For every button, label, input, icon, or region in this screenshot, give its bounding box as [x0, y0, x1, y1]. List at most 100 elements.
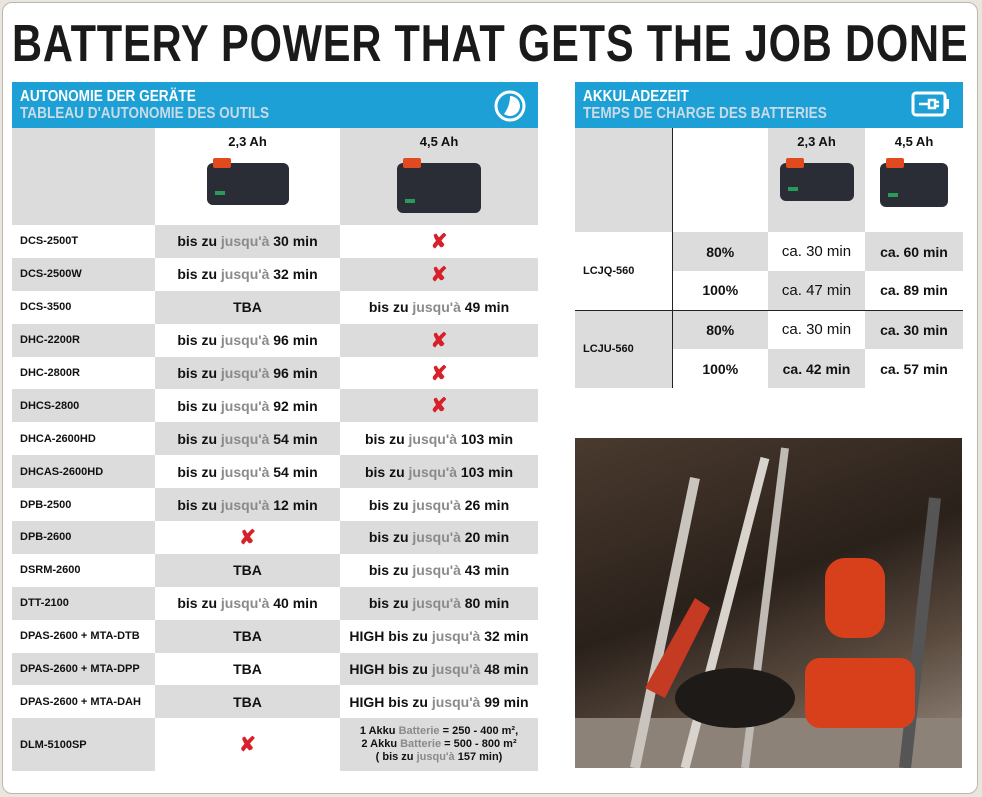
runtime-cell: bis zu jusqu'à 103 min: [340, 422, 538, 456]
autonomy-heading-fr: TABLEAU D'AUTONOMIE DES OUTILS: [20, 105, 270, 122]
table-row: DCS-2500W bis zu jusqu'à 32 min ✘: [12, 257, 538, 291]
battery-column-header: 2,3 Ah: [768, 128, 865, 232]
coverage-fr: Batterie: [398, 725, 440, 738]
table-row: DHCA-2600HD bis zu jusqu'à 54 min bis zu j…: [12, 422, 538, 456]
prefix-fr: jusqu'à: [408, 463, 457, 480]
runtime-cell: ✘: [340, 356, 538, 390]
prefix-de: bis zu: [177, 430, 218, 447]
prefix-de: bis zu: [177, 397, 218, 414]
runtime-cell: bis zu jusqu'à 54 min: [155, 455, 340, 489]
runtime-cell: ✘: [155, 521, 340, 554]
prefix-fr: jusqu'à: [220, 233, 270, 250]
charge-time-2-3ah: ca. 47 min: [768, 271, 865, 310]
not-available-cross-icon: ✘: [430, 395, 448, 418]
tool-name: DHCA-2600HD: [12, 422, 155, 456]
runtime-cell: TBA: [155, 652, 340, 686]
runtime-cell: HIGH bis zu jusqu'à 48 min: [340, 652, 538, 686]
prefix-de: bis zu: [368, 595, 409, 612]
runtime-value: 26 min: [464, 496, 510, 513]
charge-level: 80%: [672, 232, 768, 271]
runtime-value: 96 min: [273, 332, 318, 349]
prefix-de: HIGH bis zu: [349, 661, 428, 678]
capacity-label: 2,3 Ah: [228, 134, 267, 149]
runtime-value: 12 min: [273, 496, 318, 513]
runtime-cell: bis zu jusqu'à 32 min: [155, 257, 340, 291]
runtime-value: 103 min: [460, 463, 514, 480]
prefix-fr: jusqu'à: [408, 430, 457, 447]
charge-level: 80%: [672, 310, 768, 349]
tool-name: DPAS-2600 + MTA-DAH: [12, 685, 155, 719]
prefix-fr: jusqu'à: [412, 529, 461, 546]
runtime-cell: bis zu jusqu'à 26 min: [340, 488, 538, 522]
runtime-cell: bis zu jusqu'à 54 min: [155, 422, 340, 456]
capacity-label: 4,5 Ah: [419, 134, 459, 149]
prefix-de: bis zu: [177, 332, 218, 349]
runtime-cell: HIGH bis zu jusqu'à 99 min: [340, 685, 538, 719]
runtime-cell: ✘: [340, 389, 538, 423]
autonomy-header: AUTONOMIE DER GERÄTE TABLEAU D'AUTONOMIE…: [12, 82, 538, 128]
tba-label: TBA: [233, 693, 262, 710]
prefix-fr: jusqu'à: [220, 332, 270, 349]
battery-charging-icon: [911, 91, 949, 117]
coverage-value: = 500 - 800 m²: [444, 738, 517, 751]
autonomy-table: 2,3 Ah 4,5 Ah DCS-2500T bis zu jusqu'à 30 m…: [12, 128, 538, 772]
charge-heading-fr: TEMPS DE CHARGE DES BATTERIES: [583, 105, 827, 122]
runtime-cell: bis zu jusqu'à 20 min: [340, 521, 538, 554]
charge-level: 100%: [672, 349, 768, 388]
table-row: DSRM-2600 TBA bis zu jusqu'à 43 min: [12, 553, 538, 587]
prefix-fr: jusqu'à: [412, 496, 461, 513]
tba-label: TBA: [233, 628, 262, 645]
table-header-row: 2,3 Ah 4,5 Ah: [12, 128, 538, 225]
table-row: DHCS-2800 bis zu jusqu'à 92 min ✘: [12, 389, 538, 423]
prefix-fr: jusqu'à: [412, 562, 461, 579]
runtime-cell: bis zu jusqu'à 92 min: [155, 389, 340, 423]
coverage-line: 2 Akku Batterie = 500 - 800 m²: [340, 738, 538, 751]
runtime-value: 48 min: [484, 661, 529, 678]
coverage-fr: Batterie: [400, 738, 442, 751]
tool-name: DLM-5100SP: [12, 718, 155, 772]
charge-time-4-5ah: ca. 30 min: [865, 310, 963, 349]
tool-name: DCS-3500: [12, 290, 155, 324]
tool-name: DPB-2600: [12, 521, 155, 554]
tool-name: DTT-2100: [12, 586, 155, 620]
runtime-value: 54 min: [273, 430, 318, 447]
charge-time-2-3ah: ca. 42 min: [768, 349, 865, 388]
charge-time-2-3ah: ca. 30 min: [768, 232, 865, 271]
table-row: DPB-2600 ✘ bis zu jusqu'à 20 min: [12, 521, 538, 554]
prefix-de: bis zu: [368, 496, 409, 513]
not-available-cross-icon: ✘: [430, 230, 448, 253]
not-available-cross-icon: ✘: [430, 362, 448, 385]
page-title: BATTERY POWER THAT GETS THE JOB DONE: [12, 15, 969, 73]
table-row: DHC-2800R bis zu jusqu'à 96 min ✘: [12, 356, 538, 390]
runtime-cell: bis zu jusqu'à 12 min: [155, 488, 340, 522]
prefix-de: bis zu: [364, 430, 405, 447]
runtime-cell: TBA: [155, 619, 340, 653]
table-row: DPAS-2600 + MTA-DTB TBA HIGH bis zu jusqu'…: [12, 619, 538, 653]
runtime-value: 92 min: [273, 397, 318, 414]
charge-time-4-5ah: ca. 60 min: [865, 232, 963, 271]
runtime-cell: bis zu jusqu'à 40 min: [155, 586, 340, 620]
runtime-value: 30 min: [273, 233, 318, 250]
runtime-value: 99 min: [484, 693, 529, 710]
table-row: DCS-2500T bis zu jusqu'à 30 min ✘: [12, 225, 538, 258]
runtime-cell: bis zu jusqu'à 30 min: [155, 225, 340, 258]
tool-name: DPAS-2600 + MTA-DTB: [12, 619, 155, 653]
coverage-value: 157 min): [457, 751, 503, 764]
table-row: DPB-2500 bis zu jusqu'à 12 min bis zu jusq…: [12, 488, 538, 522]
not-available-cross-icon: ✘: [239, 734, 256, 757]
battery-column-header: 4,5 Ah: [865, 128, 963, 232]
prefix-fr: jusqu'à: [220, 595, 270, 612]
runtime-value: 20 min: [464, 529, 510, 546]
capacity-label: 4,5 Ah: [894, 134, 934, 149]
tba-label: TBA: [233, 562, 262, 579]
table-row: DTT-2100 bis zu jusqu'à 40 min bis zu jusq…: [12, 586, 538, 620]
charge-level: 100%: [672, 271, 768, 310]
prefix-de: bis zu: [364, 463, 405, 480]
prefix-de: HIGH bis zu: [349, 628, 428, 645]
prefix-de: bis zu: [177, 266, 218, 283]
battery-column-header: 4,5 Ah: [340, 128, 538, 225]
runtime-cell: HIGH bis zu jusqu'à 32 min: [340, 619, 538, 653]
charge-time-2-3ah: ca. 30 min: [768, 310, 865, 349]
coverage-text: ( bis zu: [375, 751, 414, 764]
not-available-cross-icon: ✘: [430, 263, 448, 286]
